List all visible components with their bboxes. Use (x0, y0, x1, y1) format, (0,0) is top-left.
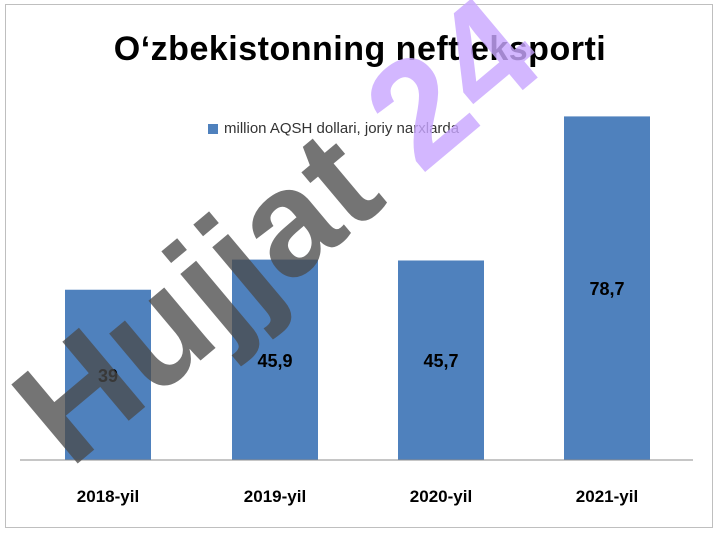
data-label-2021-yil: 78,7 (589, 279, 624, 299)
data-label-2018-yil: 39 (98, 366, 118, 386)
labels-group: 39 45,9 45,7 78,7 (98, 279, 625, 386)
bars-group (65, 116, 650, 460)
bar-2019-yil (232, 259, 318, 460)
bar-2020-yil (398, 260, 484, 460)
x-tick-label-2018-yil: 2018-yil (77, 487, 139, 506)
chart-title: O‘zbekistonning neft eksporti (113, 30, 607, 68)
x-tick-label-2020-yil: 2020-yil (410, 487, 472, 506)
data-label-2020-yil: 45,7 (423, 351, 458, 371)
legend-label: million AQSH dollari, joriy narxlarda (224, 120, 460, 137)
x-tick-label-2021-yil: 2021-yil (576, 487, 638, 506)
legend: million AQSH dollari, joriy narxlarda (208, 120, 459, 137)
x-tick-label-2019-yil: 2019-yil (244, 487, 306, 506)
tick-labels-group: 2018-yil 2019-yil 2020-yil 2021-yil (77, 487, 638, 506)
legend-swatch (208, 123, 218, 134)
bar-2021-yil (564, 116, 650, 460)
data-label-2019-yil: 45,9 (257, 351, 292, 371)
bar-2018-yil (65, 289, 151, 460)
